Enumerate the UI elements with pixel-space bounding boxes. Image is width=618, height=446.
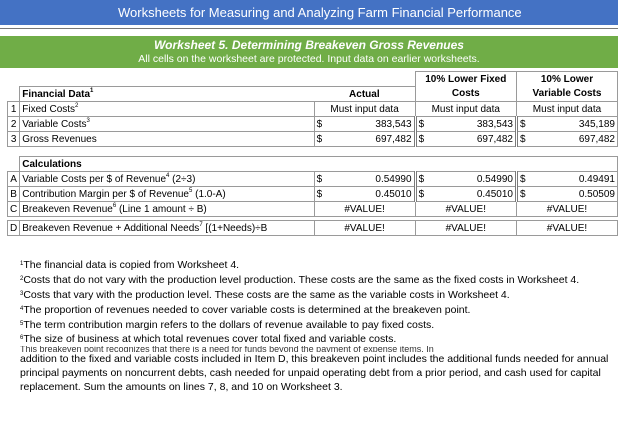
row-label[interactable]: Gross Revenues — [19, 131, 315, 147]
row-label[interactable]: Variable Costs per $ of Revenue4 (2÷3) — [19, 171, 315, 187]
row-number: 1 — [6, 101, 21, 117]
row-number: 2 — [6, 116, 21, 132]
cell-fixed[interactable]: #VALUE! — [414, 201, 517, 217]
footnote: 1The financial data is copied from Works… — [20, 259, 240, 271]
row-label[interactable]: Variable Costs3 — [19, 116, 315, 132]
footnote: 4The proportion of revenues needed to co… — [20, 304, 471, 316]
currency-symbol: $ — [515, 171, 529, 187]
row-number: 3 — [6, 131, 21, 147]
row-letter: A — [6, 171, 21, 187]
col-header-fixed-2[interactable]: Costs — [414, 86, 517, 102]
cell-variable[interactable]: Must input data — [515, 101, 618, 117]
currency-symbol: $ — [515, 116, 529, 132]
row-letter: B — [6, 186, 21, 202]
col-header-fixed[interactable]: 10% Lower Fixed — [414, 71, 517, 87]
cell-fixed[interactable]: Must input data — [414, 101, 517, 117]
cell-fixed[interactable]: 383,543 — [427, 116, 518, 132]
footnote: 2Costs that do not vary with the product… — [20, 274, 580, 286]
col-header-actual[interactable]: Actual — [314, 86, 416, 102]
cell-fixed[interactable]: 0.45010 — [427, 186, 518, 202]
row-label[interactable]: Breakeven Revenue + Additional Needs7 [(… — [19, 220, 315, 236]
currency-symbol: $ — [313, 116, 327, 132]
spacer-row — [8, 147, 618, 157]
currency-symbol: $ — [414, 116, 428, 132]
currency-symbol: $ — [414, 171, 428, 187]
footnote: addition to the fixed and variable costs… — [20, 353, 609, 393]
divider — [0, 28, 618, 29]
row-letter: C — [6, 201, 21, 217]
cell-actual[interactable]: 0.54990 — [326, 171, 417, 187]
cell-actual[interactable]: 697,482 — [326, 131, 417, 147]
cell-actual[interactable]: 383,543 — [326, 116, 417, 132]
currency-symbol: $ — [313, 131, 327, 147]
worksheet-title-bar: Worksheet 5. Determining Breakeven Gross… — [0, 36, 618, 68]
footnotes: 1The financial data is copied from Works… — [20, 258, 610, 394]
table-row: 3 Gross Revenues $ 697,482 $ 697,482 $ 6… — [6, 131, 618, 147]
cell-variable[interactable]: 0.50509 — [528, 186, 618, 202]
currency-symbol: $ — [313, 171, 327, 187]
cell-fixed[interactable]: #VALUE! — [414, 220, 517, 236]
table-row: 1 Fixed Costs2 Must input data Must inpu… — [6, 101, 618, 117]
header-row: 10% Lower Fixed 10% Lower — [8, 71, 618, 87]
row-label[interactable]: Breakeven Revenue6 (Line 1 amount ÷ B) — [19, 201, 315, 217]
currency-symbol: $ — [515, 131, 529, 147]
row-letter: D — [6, 220, 21, 236]
currency-symbol: $ — [414, 186, 428, 202]
footnote: 3Costs that vary with the production lev… — [20, 289, 510, 301]
col-header-variable-2[interactable]: Variable Costs — [515, 86, 618, 102]
cell-variable[interactable]: 345,189 — [528, 116, 618, 132]
table-row: A Variable Costs per $ of Revenue4 (2÷3)… — [6, 171, 618, 187]
col-header-variable[interactable]: 10% Lower — [515, 71, 618, 87]
cell-actual[interactable]: #VALUE! — [313, 220, 416, 236]
table-row: B Contribution Margin per $ of Revenue5 … — [6, 186, 618, 202]
worksheet-title: Worksheet 5. Determining Breakeven Gross… — [154, 38, 464, 52]
cell-actual[interactable]: Must input data — [313, 101, 416, 117]
app-banner: Worksheets for Measuring and Analyzing F… — [0, 0, 618, 25]
header-row-2: Financial Data1 Actual Costs Variable Co… — [8, 86, 618, 102]
cell-actual[interactable]: 0.45010 — [326, 186, 417, 202]
row-label[interactable]: Contribution Margin per $ of Revenue5 (1… — [19, 186, 315, 202]
calc-header-row: Calculations — [8, 156, 618, 172]
cell-actual[interactable]: #VALUE! — [313, 201, 416, 217]
table-row: 2 Variable Costs3 $ 383,543 $ 383,543 $ … — [6, 116, 618, 132]
table-row: C Breakeven Revenue6 (Line 1 amount ÷ B)… — [6, 201, 618, 217]
worksheet-subtitle: All cells on the worksheet are protected… — [138, 53, 480, 65]
currency-symbol: $ — [313, 186, 327, 202]
footnote: 6The size of business at which total rev… — [20, 333, 397, 345]
table-row: D Breakeven Revenue + Additional Needs7 … — [6, 220, 618, 236]
financial-table: 10% Lower Fixed 10% Lower Financial Data… — [6, 71, 618, 236]
cell-fixed[interactable]: 0.54990 — [427, 171, 518, 187]
col-header-label[interactable]: Financial Data1 — [19, 86, 315, 102]
calculations-header[interactable]: Calculations — [19, 156, 315, 172]
cell-variable[interactable]: #VALUE! — [515, 220, 618, 236]
cell-variable[interactable]: #VALUE! — [515, 201, 618, 217]
footnote-clipped-line: This breakeven point recognizes that the… — [20, 346, 434, 352]
cell-variable[interactable]: 0.49491 — [528, 171, 618, 187]
currency-symbol: $ — [515, 186, 529, 202]
footnote: 5The term contribution margin refers to … — [20, 319, 435, 331]
currency-symbol: $ — [414, 131, 428, 147]
cell-fixed[interactable]: 697,482 — [427, 131, 518, 147]
cell-variable[interactable]: 697,482 — [528, 131, 618, 147]
row-label[interactable]: Fixed Costs2 — [19, 101, 315, 117]
